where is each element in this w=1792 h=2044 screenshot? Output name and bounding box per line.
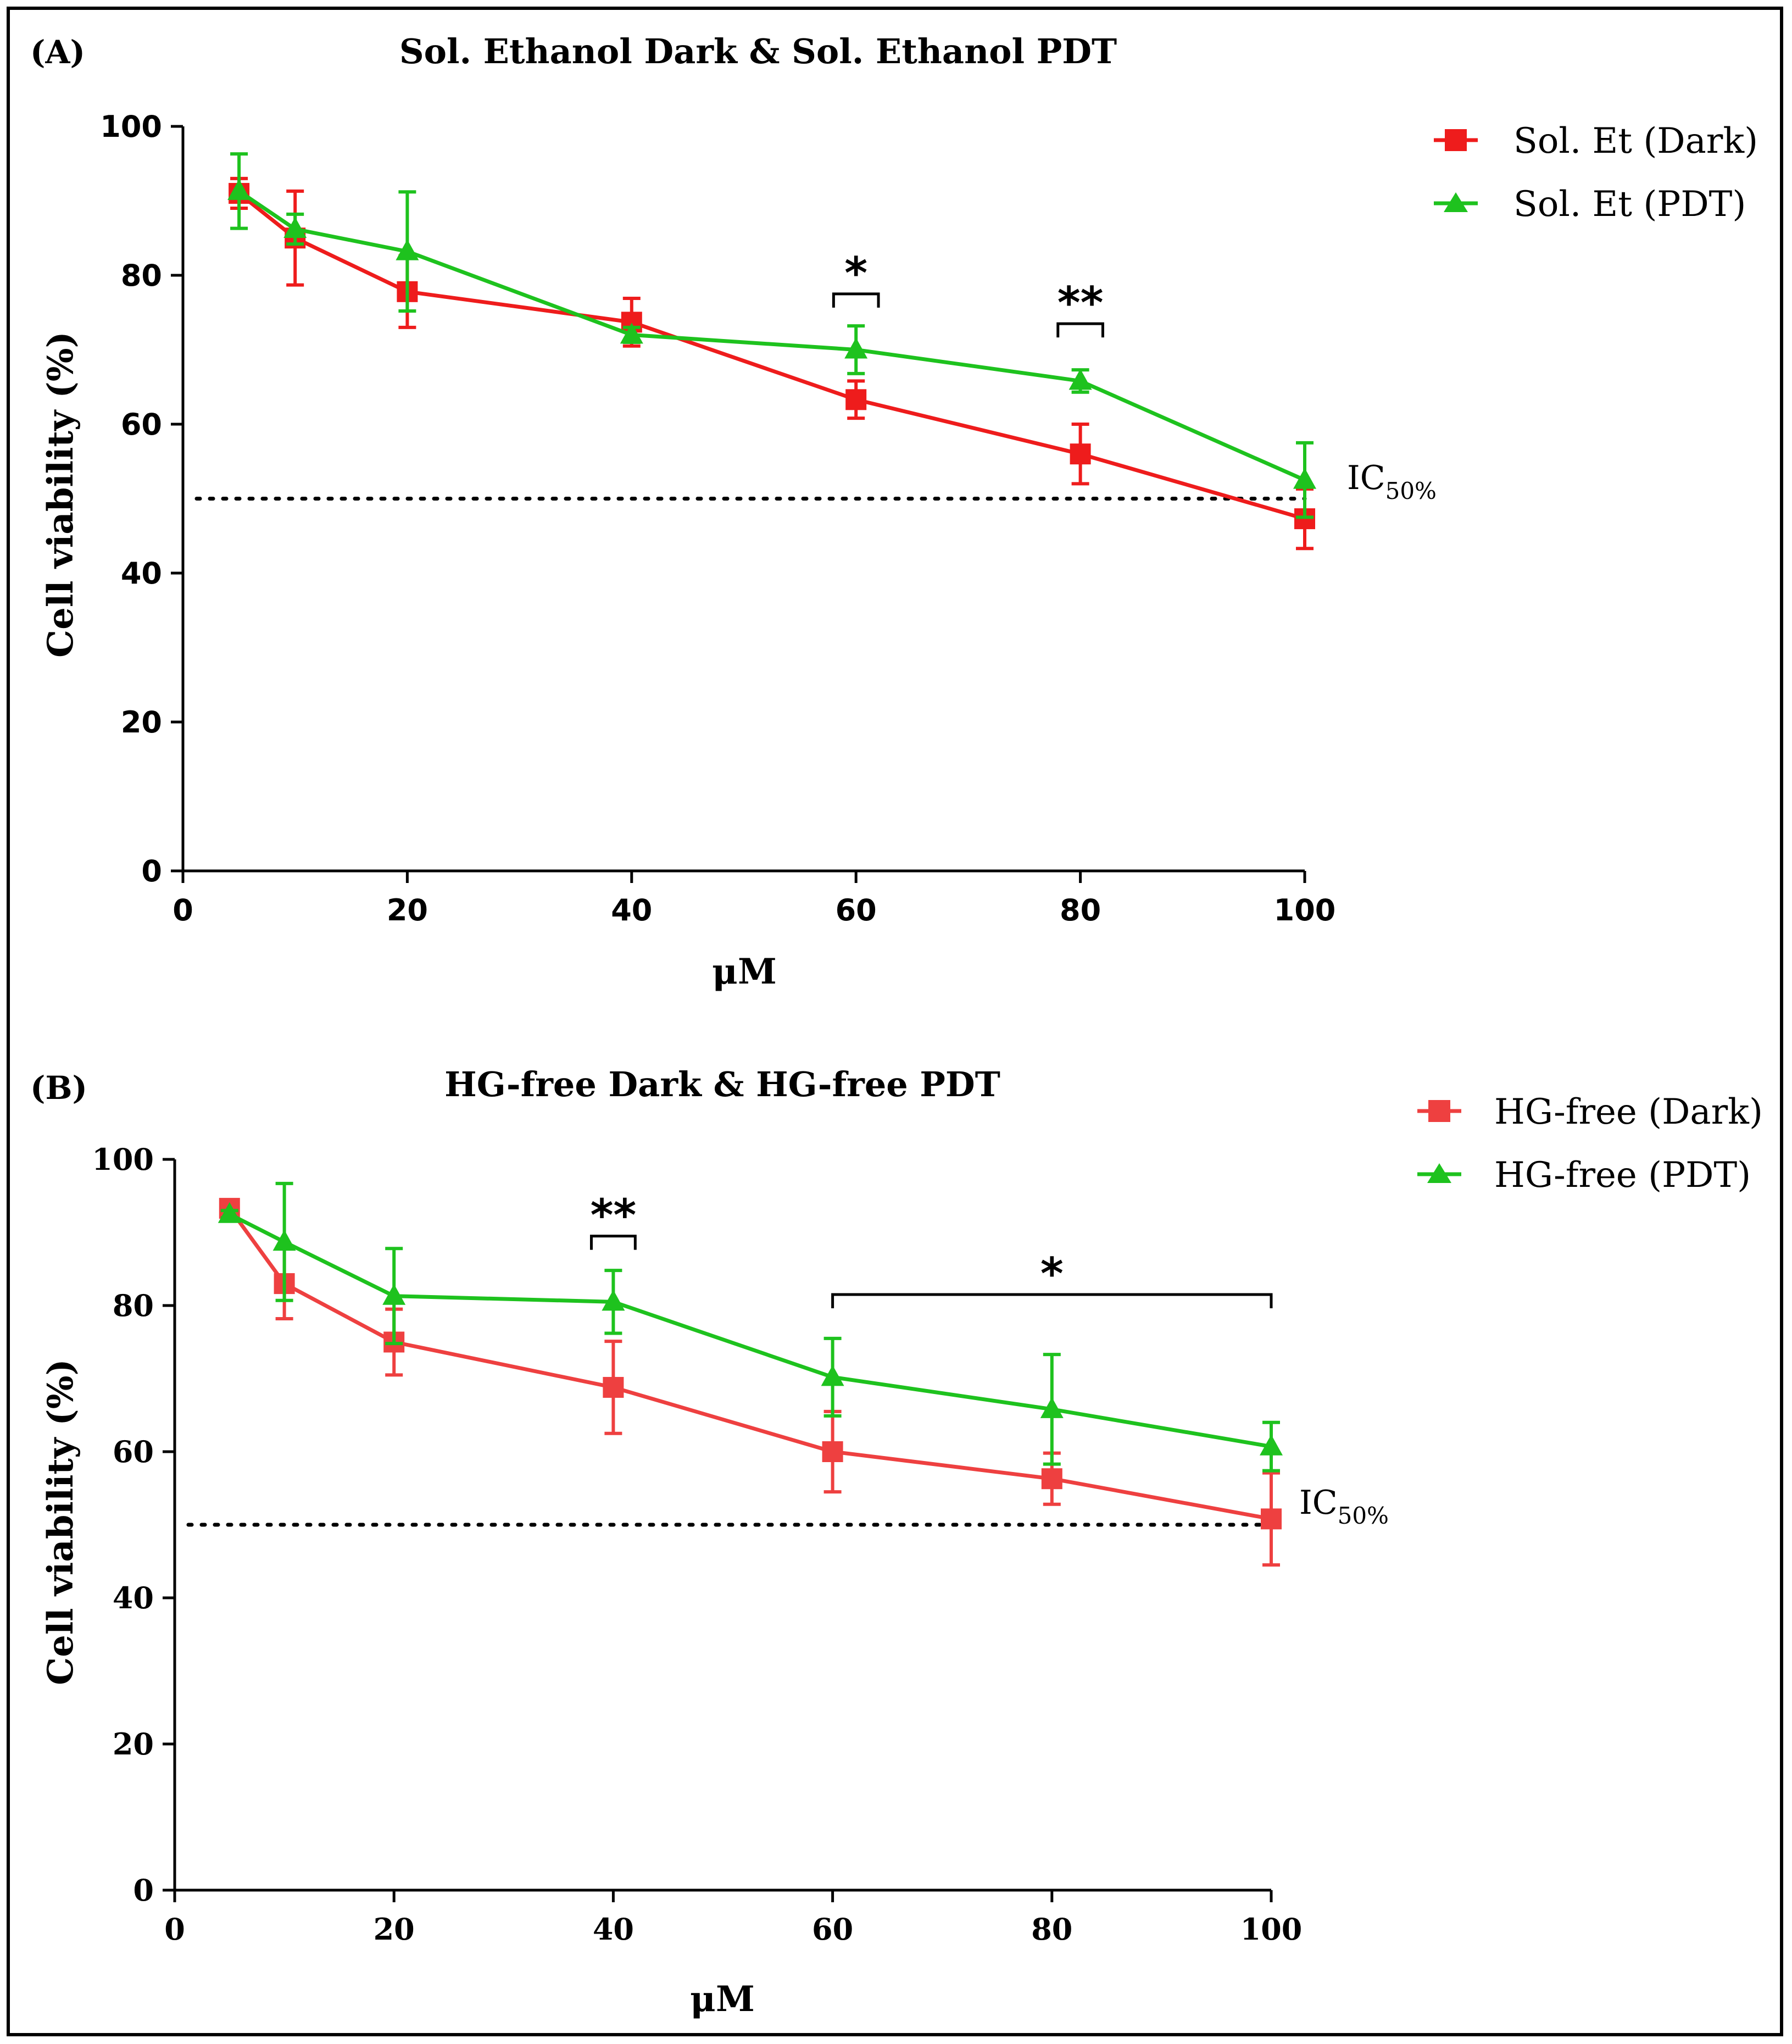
data-point-triangle [283,216,307,238]
data-point-triangle [602,1290,625,1311]
panel-b-ylabel: Cell viability (%) [40,1359,81,1685]
y-tick-label: 80 [121,258,162,293]
panel-a-ic50-label: IC50% [1347,459,1437,504]
legend-b-dark-label: HG-free (Dark) [1494,1092,1763,1132]
panel-a-axes: 0 20 40 60 80 100 0 20 40 60 80 100 [100,109,1335,927]
figure-frame [7,7,1783,2036]
panel-a-ylabel: Cell viability (%) [40,331,81,658]
legend-b-pdt-marker [1427,1163,1451,1183]
legend-a-pdt-marker [1444,192,1468,212]
panel-b-ic50-label: IC50% [1299,1484,1389,1529]
panel-b-ic50-main: IC [1299,1484,1338,1522]
legend-a-dark-label: Sol. Et (Dark) [1513,121,1758,162]
panel-a: (A) Sol. Ethanol Dark & Sol. Ethanol PDT… [30,31,1758,992]
data-point-triangle [272,1230,296,1251]
significance-bracket [589,1235,637,1250]
legend-a-pdt-label: Sol. Et (PDT) [1513,184,1746,225]
panel-a-legend: Sol. Et (Dark) Sol. Et (PDT) [1434,121,1758,225]
x-tick-label: 0 [172,893,193,927]
panel-a-xlabel: μM [712,951,777,992]
panel-b-ic50-sub: 50% [1338,1502,1389,1529]
y-tick-label: 40 [113,1580,154,1615]
panel-a-ic50-main: IC [1347,459,1385,497]
y-tick-label: 100 [100,109,162,144]
x-tick-label: 40 [611,893,652,927]
panel-b-label: (B) [30,1069,87,1107]
significance-label: * [1040,1248,1064,1299]
x-tick-label: 20 [374,1912,415,1947]
y-tick-label: 0 [141,854,162,888]
legend-b-dark-marker [1428,1100,1450,1122]
panel-b-series [218,1181,1283,1567]
data-point-triangle [844,337,868,359]
x-tick-label: 0 [164,1912,185,1947]
significance-bracket [832,292,880,308]
panel-a-y-axis-title: Cell viability (%) [40,331,81,658]
panel-a-series [227,152,1316,551]
x-tick-label: 60 [836,893,877,927]
data-point-triangle [396,239,419,260]
panel-a-ic50-sub: 50% [1385,477,1437,504]
x-tick-label: 40 [593,1912,634,1947]
y-tick-label: 20 [121,705,162,740]
series-line [237,192,1305,521]
x-tick-label: 60 [812,1912,853,1947]
x-tick-label: 80 [1031,1912,1072,1947]
y-tick-label: 60 [113,1434,154,1469]
data-point-triangle [1040,1397,1064,1418]
y-tick-label: 20 [113,1726,154,1762]
series-dark [219,1198,1282,1567]
significance-label: ** [1058,277,1104,329]
y-tick-label: 0 [133,1873,154,1908]
panel-a-label: (A) [30,34,85,71]
x-tick-label: 100 [1240,1912,1303,1947]
series-pdt [218,1181,1283,1473]
x-tick-label: 20 [387,893,428,927]
series-dark [229,176,1315,551]
data-point-square [1261,1508,1282,1530]
panel-a-significance: *** [832,248,1104,338]
data-point-triangle [218,1202,241,1223]
significance-bracket [1056,322,1104,338]
panel-b-xlabel: μM [690,1979,755,2020]
data-point-square [1070,443,1091,465]
data-point-square [845,389,867,410]
panel-a-title: Sol. Ethanol Dark & Sol. Ethanol PDT [399,31,1117,71]
series-line [238,189,1306,482]
x-tick-label: 100 [1274,893,1336,927]
data-point-triangle [1293,468,1316,489]
data-point-square [1041,1468,1062,1490]
significance-bracket [831,1293,1273,1309]
panel-b-title: HG-free Dark & HG-free PDT [444,1064,1000,1104]
data-point-triangle [382,1284,406,1305]
series-line [227,1207,1272,1521]
data-point-triangle [227,179,251,200]
panel-b-legend: HG-free (Dark) HG-free (PDT) [1417,1092,1763,1196]
y-tick-label: 80 [113,1288,154,1323]
y-tick-label: 40 [121,556,162,591]
panel-b: (B) HG-free Dark & HG-free PDT Cell viab… [30,1064,1763,2020]
panel-b-axes: 0 20 40 60 80 100 0 20 40 60 80 100 [92,1142,1302,1947]
series-pdt [227,152,1316,519]
data-point-triangle [1260,1434,1283,1456]
data-point-square [603,1376,624,1398]
data-point-triangle [821,1365,844,1386]
data-point-triangle [1068,369,1092,390]
data-point-triangle [620,323,643,344]
legend-b-pdt-label: HG-free (PDT) [1494,1155,1751,1196]
y-tick-label: 100 [92,1142,154,1177]
significance-label: * [844,248,867,299]
legend-a-dark-marker [1445,129,1467,151]
data-point-square [822,1441,843,1462]
x-tick-label: 80 [1060,893,1101,927]
panel-b-significance: *** [589,1190,1273,1309]
y-tick-label: 60 [121,407,162,442]
panel-b-y-axis-title: Cell viability (%) [40,1359,81,1685]
significance-label: ** [591,1190,637,1241]
